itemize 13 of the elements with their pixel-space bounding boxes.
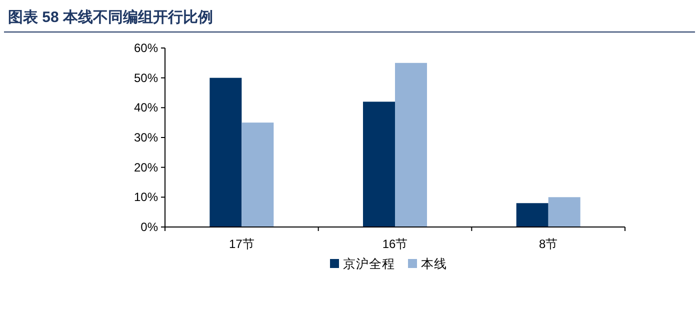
y-tick-label: 40% xyxy=(134,100,158,115)
x-tick-label: 17节 xyxy=(228,237,254,251)
y-tick-label: 50% xyxy=(134,70,158,85)
legend-label: 京沪全程 xyxy=(343,256,395,271)
y-tick-label: 30% xyxy=(134,130,158,144)
y-tick-label: 60% xyxy=(134,41,158,55)
legend-label: 本线 xyxy=(421,257,447,271)
x-tick-label: 8节 xyxy=(538,237,558,251)
y-tick-label: 20% xyxy=(134,160,158,174)
title: 图表 58 本线不同编组开行比例 xyxy=(8,9,214,26)
x-tick-label: 16节 xyxy=(382,237,408,251)
y-tick-label: 0% xyxy=(140,220,158,234)
y-tick-label: 10% xyxy=(134,190,158,204)
